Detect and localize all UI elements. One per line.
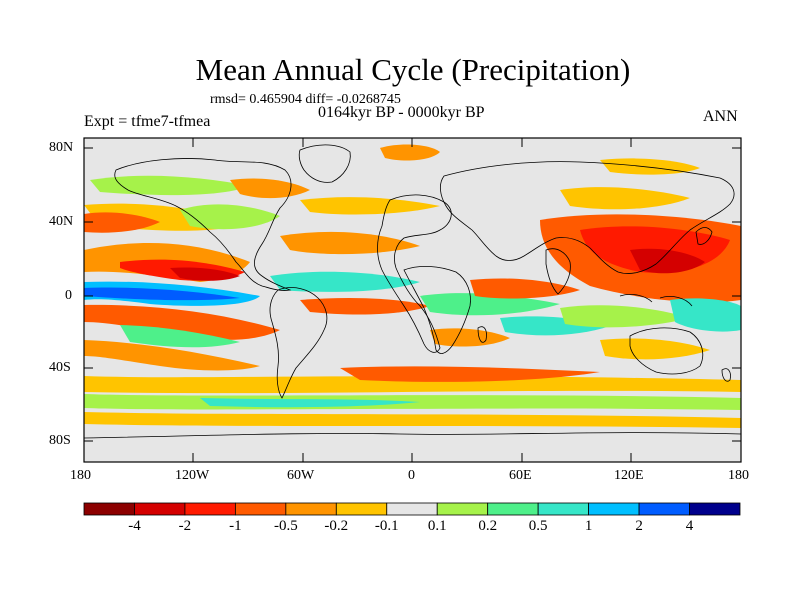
anomaly-patch — [120, 325, 240, 348]
anomaly-patch — [560, 305, 690, 328]
anomaly-patch — [600, 338, 710, 360]
colorbar-label: 0.1 — [427, 518, 447, 534]
lat-tick-label: 0 — [65, 288, 72, 303]
anomaly-patch — [230, 178, 310, 199]
anomaly-patch — [430, 328, 510, 347]
colorbar-swatch — [184, 502, 236, 516]
colorbar-swatch — [436, 502, 489, 516]
lon-tick-label: 60W — [287, 468, 315, 483]
lon-tick-label: 60E — [509, 468, 532, 483]
anomaly-patch — [380, 144, 440, 161]
colorbar-swatch — [285, 502, 337, 516]
lat-tick-label: 80S — [49, 433, 71, 448]
anomaly-patch — [84, 212, 160, 233]
colorbar-swatch — [386, 502, 438, 516]
colorbar — [83, 502, 741, 516]
anomaly-patch — [470, 278, 580, 299]
lon-tick-label: 0 — [408, 468, 415, 483]
colorbar-label: -0.2 — [324, 518, 349, 534]
anomaly-patch — [340, 366, 600, 382]
colorbar-label: -2 — [178, 518, 192, 534]
colorbar-label: -4 — [128, 518, 141, 534]
colorbar-label: 0.5 — [528, 518, 548, 534]
anomaly-patch — [180, 204, 280, 230]
anomaly-patch — [670, 298, 741, 332]
colorbar-swatch — [537, 502, 590, 516]
anomaly-patch — [84, 340, 260, 371]
anomaly-patch — [300, 298, 430, 315]
anomaly-patch — [560, 187, 690, 210]
lon-tick-label: 180 — [70, 468, 91, 483]
anomaly-patch — [170, 267, 240, 281]
rmsd-diff-stats: rmsd= 0.465904 diff= -0.0268745 — [210, 92, 401, 107]
time-period-label: 0164kyr BP - 0000kyr BP — [318, 104, 485, 121]
lon-tick-label: 180 — [728, 468, 749, 483]
anomaly-patch — [280, 231, 420, 255]
colorbar-swatch — [83, 502, 135, 516]
coastlines — [84, 144, 741, 439]
colorbar-label: -1 — [229, 518, 242, 534]
anomaly-patch — [84, 287, 240, 301]
anomaly-patch — [90, 175, 250, 196]
colorbar-label: 1 — [584, 518, 593, 534]
colorbar-label: 2 — [635, 518, 643, 534]
anomaly-patch — [300, 197, 440, 215]
anomaly-patch — [420, 293, 560, 316]
lat-tick-label: 40N — [49, 214, 74, 229]
anomaly-patch — [630, 248, 705, 274]
colorbar-label: -0.1 — [374, 518, 399, 534]
lon-tick-label: 120E — [614, 468, 644, 483]
season-label: ANN — [703, 108, 738, 125]
colorbar-label: -0.5 — [273, 518, 298, 534]
anomaly-patches — [84, 144, 741, 428]
colorbar-swatch — [588, 502, 640, 516]
chart-title: Mean Annual Cycle (Precipitation) — [195, 52, 631, 87]
anomaly-patch — [84, 304, 280, 340]
anomaly-patch — [200, 398, 420, 408]
map-field — [84, 138, 741, 462]
anomaly-patch — [84, 412, 741, 428]
lat-tick-label: 40S — [49, 360, 71, 375]
colorbar-swatch — [134, 502, 186, 516]
colorbar-label: 4 — [685, 518, 694, 534]
colorbar-swatch — [234, 502, 287, 516]
tick-marks — [83, 138, 742, 462]
colorbar-swatch — [335, 502, 388, 516]
colorbar-label: 0.2 — [478, 518, 498, 534]
lon-tick-label: 120W — [175, 468, 210, 483]
colorbar-swatch — [487, 502, 539, 516]
colorbar-swatch — [689, 502, 741, 516]
experiment-label: Expt = tfme7-tfmea — [84, 113, 211, 130]
anomaly-patch — [270, 271, 420, 292]
anomaly-patch — [84, 376, 741, 394]
colorbar-swatch — [638, 502, 690, 516]
lat-tick-label: 80N — [49, 140, 74, 155]
